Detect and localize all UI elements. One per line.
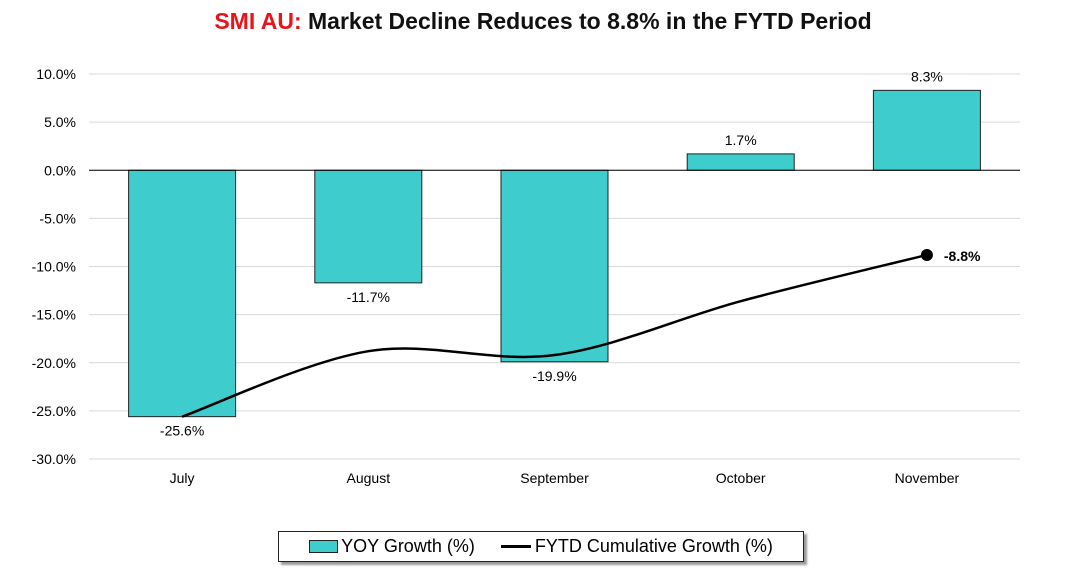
- bar: [872, 89, 981, 171]
- bar: [500, 169, 609, 363]
- chart-title: SMI AU: Market Decline Reduces to 8.8% i…: [0, 8, 1086, 35]
- title-main: Market Decline Reduces to 8.8% in the FY…: [308, 8, 872, 34]
- bar-data-label: -11.7%: [347, 289, 390, 305]
- x-tick-label: July: [170, 470, 195, 486]
- bar: [686, 153, 795, 171]
- y-tick-label: 0.0%: [44, 162, 76, 178]
- legend-bar-swatch: [309, 540, 339, 553]
- y-axis-ticks: 10.0% 5.0% 0.0% -5.0% -10.0% -15.0% -20.0% -25.…: [32, 66, 76, 467]
- legend-line-swatch: [500, 545, 531, 548]
- x-tick-label: September: [520, 470, 589, 486]
- x-tick-label: August: [347, 470, 391, 486]
- chart-plot: 10.0% 5.0% 0.0% -5.0% -10.0% -15.0% -20.0% -25.…: [32, 66, 1020, 486]
- y-tick-label: -10.0%: [32, 259, 76, 275]
- y-tick-label: 10.0%: [36, 66, 76, 82]
- bar: [314, 169, 423, 284]
- bar-data-label: 8.3%: [911, 68, 943, 84]
- y-tick-label: -15.0%: [32, 307, 76, 323]
- legend-item-line: FYTD Cumulative Growth (%): [475, 536, 773, 557]
- fytd-end-marker: [920, 248, 933, 261]
- y-tick-label: -5.0%: [39, 210, 76, 226]
- x-axis-ticks: July August September October November: [170, 470, 960, 486]
- fytd-line: [181, 253, 928, 418]
- y-tick-label: -20.0%: [32, 355, 76, 371]
- x-tick-label: October: [716, 470, 766, 486]
- bar: [128, 169, 237, 418]
- y-tick-label: -25.0%: [32, 403, 76, 419]
- legend: YOY Growth (%) FYTD Cumulative Growth (%…: [278, 531, 804, 562]
- legend-label-line: FYTD Cumulative Growth (%): [534, 536, 773, 556]
- line-layer: -8.8%: [181, 248, 981, 418]
- bar-data-label: -19.9%: [532, 368, 576, 384]
- fytd-end-label: -8.8%: [944, 248, 981, 264]
- bar-data-label: 1.7%: [725, 132, 757, 148]
- bar-layer: [128, 89, 981, 418]
- bar-label-layer: -25.6% -11.7% -19.9% 1.7% 8.3%: [160, 68, 943, 438]
- y-tick-label: -30.0%: [32, 451, 76, 467]
- y-tick-label: 5.0%: [44, 114, 76, 130]
- legend-item-bar: YOY Growth (%): [309, 536, 475, 557]
- bar-data-label: -25.6%: [160, 423, 204, 439]
- title-prefix: SMI AU:: [214, 8, 302, 34]
- x-tick-label: November: [895, 470, 960, 486]
- legend-label-bar: YOY Growth (%): [341, 536, 475, 556]
